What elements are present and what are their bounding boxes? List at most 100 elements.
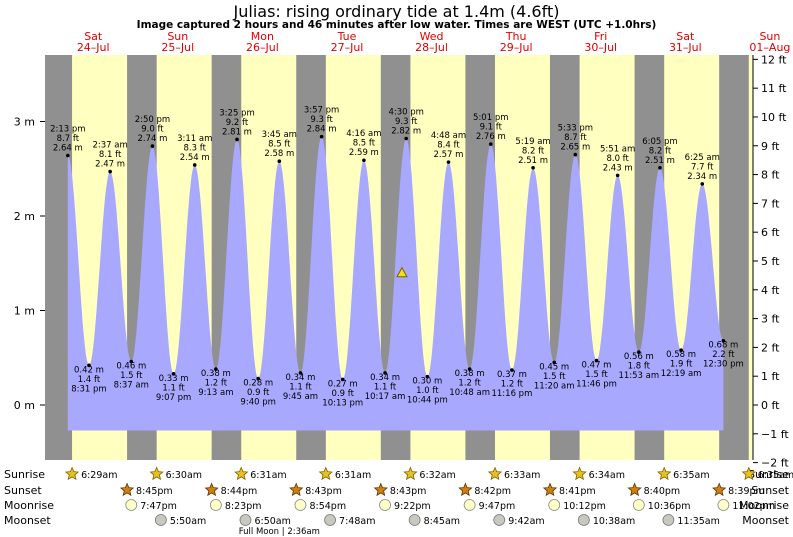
moonrise-icon (209, 499, 222, 511)
right-tick-label: 5 ft (761, 255, 780, 268)
high-label: 3:25 pm (219, 108, 254, 118)
high-point (277, 159, 282, 163)
low-label: 12:30 pm (703, 360, 744, 370)
high-label: 3:57 pm (304, 106, 339, 116)
moonset-row-label-left: Moonset (4, 514, 51, 527)
moonset-icon (662, 514, 675, 526)
high-label: 8.2 ft (522, 146, 545, 156)
high-point (700, 182, 705, 186)
low-label: 2.2 ft (712, 350, 735, 360)
low-label: 10:17 am (365, 392, 406, 402)
low-label: 1.2 ft (501, 380, 524, 390)
low-label: 0.42 m (74, 365, 104, 375)
high-label: 4:30 pm (388, 108, 423, 118)
day-name: Thu (505, 30, 527, 43)
high-label: 9.3 ft (395, 117, 418, 127)
day-name: Mon (251, 30, 274, 43)
high-point (446, 160, 451, 164)
high-label: 4:48 am (431, 131, 466, 141)
low-label: 11:20 am (534, 381, 575, 391)
high-label: 2.54 m (180, 153, 210, 163)
moonset-time: 9:42am (508, 516, 544, 527)
high-label: 8.3 ft (184, 143, 207, 153)
day-date: 31–Jul (669, 41, 702, 54)
low-point (87, 363, 91, 368)
low-label: 10:13 pm (322, 398, 363, 408)
high-label: 2.51 m (645, 156, 675, 166)
high-label: 6:25 am (685, 153, 720, 163)
low-point (214, 367, 218, 371)
moonrise-icon (294, 499, 307, 511)
sunrise-time: 6:34am (589, 470, 625, 481)
tide-curve (67, 136, 724, 431)
high-label: 2.84 m (307, 125, 337, 135)
left-tick-label: 1 m (14, 305, 35, 318)
high-label: 4:16 am (346, 129, 381, 139)
sun-icon (64, 466, 80, 481)
high-point (235, 137, 239, 142)
low-label: 0.37 m (497, 370, 527, 380)
sun-icon (572, 466, 587, 481)
sunset-icon (289, 482, 304, 497)
sunset-icon (119, 482, 135, 497)
low-label: 0.47 m (582, 361, 612, 371)
sunset-time: 8:43pm (305, 486, 342, 497)
moonrise-time: 8:23pm (225, 501, 262, 512)
low-label: 0.27 m (328, 379, 358, 389)
low-label: 1.0 ft (416, 386, 439, 396)
sunrise-row-label-left: Sunrise (4, 468, 45, 481)
low-label: 0.38 m (201, 369, 231, 379)
moonset-time: 11:35am (677, 516, 719, 527)
full-moon-label: Full Moon | 2:36am (239, 527, 320, 537)
sun-icon (741, 466, 756, 481)
low-label: 9:40 pm (240, 398, 275, 408)
low-label: 0.46 m (116, 362, 146, 372)
low-label: 12:19 am (661, 369, 702, 379)
day-date: 26–Jul (246, 41, 279, 54)
low-point (298, 371, 303, 375)
sunrise-time: 6:29am (81, 470, 117, 481)
almanac-rows: Sunrise Sunrise 6:29am 6:30am 6:31am 6:31am 6:… (4, 466, 793, 537)
sunset-row-label-right: Sunset (751, 484, 789, 497)
high-label: 2.58 m (264, 149, 294, 159)
left-tick-label: 0 m (14, 399, 35, 412)
low-label: 1.2 ft (205, 379, 228, 389)
low-label: 8:37 am (114, 381, 149, 391)
low-label: 1.5 ft (585, 370, 608, 380)
low-label: 1.9 ft (670, 360, 693, 370)
tide-labels: 2:13 pm8.7 ft2.64 m0.42 m1.4 ft8:31 pm2:… (50, 106, 744, 409)
sunset-icon (712, 482, 727, 497)
day-name: Sun (759, 30, 780, 43)
left-tick-label: 2 m (14, 210, 35, 223)
high-label: 9.1 ft (480, 123, 503, 133)
day-date: 30–Jul (584, 41, 617, 54)
high-label: 9.0 ft (141, 125, 164, 135)
low-label: 0.45 m (539, 362, 569, 372)
low-label: 10:48 am (449, 388, 490, 398)
high-label: 5:51 am (600, 144, 635, 154)
low-point (679, 348, 683, 352)
moonrise-time: 9:22pm (394, 501, 431, 512)
right-tick-label: 11 ft (761, 82, 787, 95)
low-label: 0.9 ft (332, 389, 355, 399)
high-point (362, 158, 366, 163)
high-label: 2.34 m (687, 172, 717, 182)
sun-icon (487, 466, 503, 481)
moonset-time: 7:48am (339, 516, 375, 527)
current-level-marker (396, 266, 408, 278)
sun-icon (234, 466, 249, 481)
day-name: Tue (337, 30, 357, 43)
low-label: 0.56 m (624, 352, 654, 362)
right-tick-label: 3 ft (761, 313, 780, 326)
low-label: 1.2 ft (458, 379, 481, 389)
daylight-band (748, 55, 753, 460)
moonset-time: 6:50am (254, 516, 290, 527)
right-tick-label: 9 ft (761, 140, 780, 153)
right-tick-label: −2 ft (761, 457, 789, 470)
high-label: 2:13 pm (50, 125, 85, 135)
sunset-time: 8:43pm (390, 486, 427, 497)
high-label: 7.7 ft (691, 162, 714, 172)
sunset-icon (373, 482, 388, 497)
high-label: 8.5 ft (268, 140, 291, 150)
high-label: 3:11 am (177, 134, 212, 144)
